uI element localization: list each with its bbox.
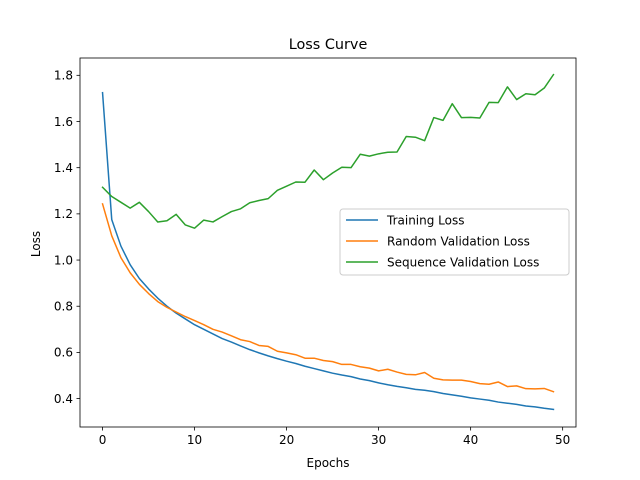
y-tick-label: 0.8 [54, 300, 73, 314]
chart-title: Loss Curve [289, 37, 368, 53]
legend-box [339, 208, 570, 276]
x-tick-label: 10 [187, 433, 202, 447]
y-tick-label: 1.0 [54, 253, 73, 267]
y-tick-label: 0.6 [54, 346, 73, 360]
x-tick-label: 40 [463, 433, 478, 447]
y-tick-label: 0.4 [54, 392, 73, 406]
legend-label-1: Random Validation Loss [387, 235, 530, 249]
y-tick-label: 1.4 [54, 161, 73, 175]
x-tick-label: 30 [371, 433, 386, 447]
x-axis-label: Epochs [307, 456, 350, 470]
legend: Training Loss Random Validation Loss Seque… [339, 208, 570, 276]
y-axis-label: Loss [29, 231, 43, 257]
plot-area: 0 10 20 30 40 50 0.4 0.6 0.8 1.0 1.2 1.4 1.6 1.8 [54, 57, 577, 447]
legend-label-2: Sequence Validation Loss [387, 256, 539, 270]
legend-label-0: Training Loss [386, 214, 464, 228]
y-tick-label: 1.2 [54, 207, 73, 221]
x-tick-label: 50 [555, 433, 570, 447]
series-line-2 [101, 73, 555, 229]
series-line-0 [101, 91, 555, 411]
series-line-1 [101, 203, 555, 393]
x-tick-label: 0 [99, 433, 107, 447]
x-tick-label: 20 [279, 433, 294, 447]
axes-frame [79, 57, 577, 428]
y-tick-label: 1.6 [54, 115, 73, 129]
y-tick-label: 1.8 [54, 69, 73, 83]
